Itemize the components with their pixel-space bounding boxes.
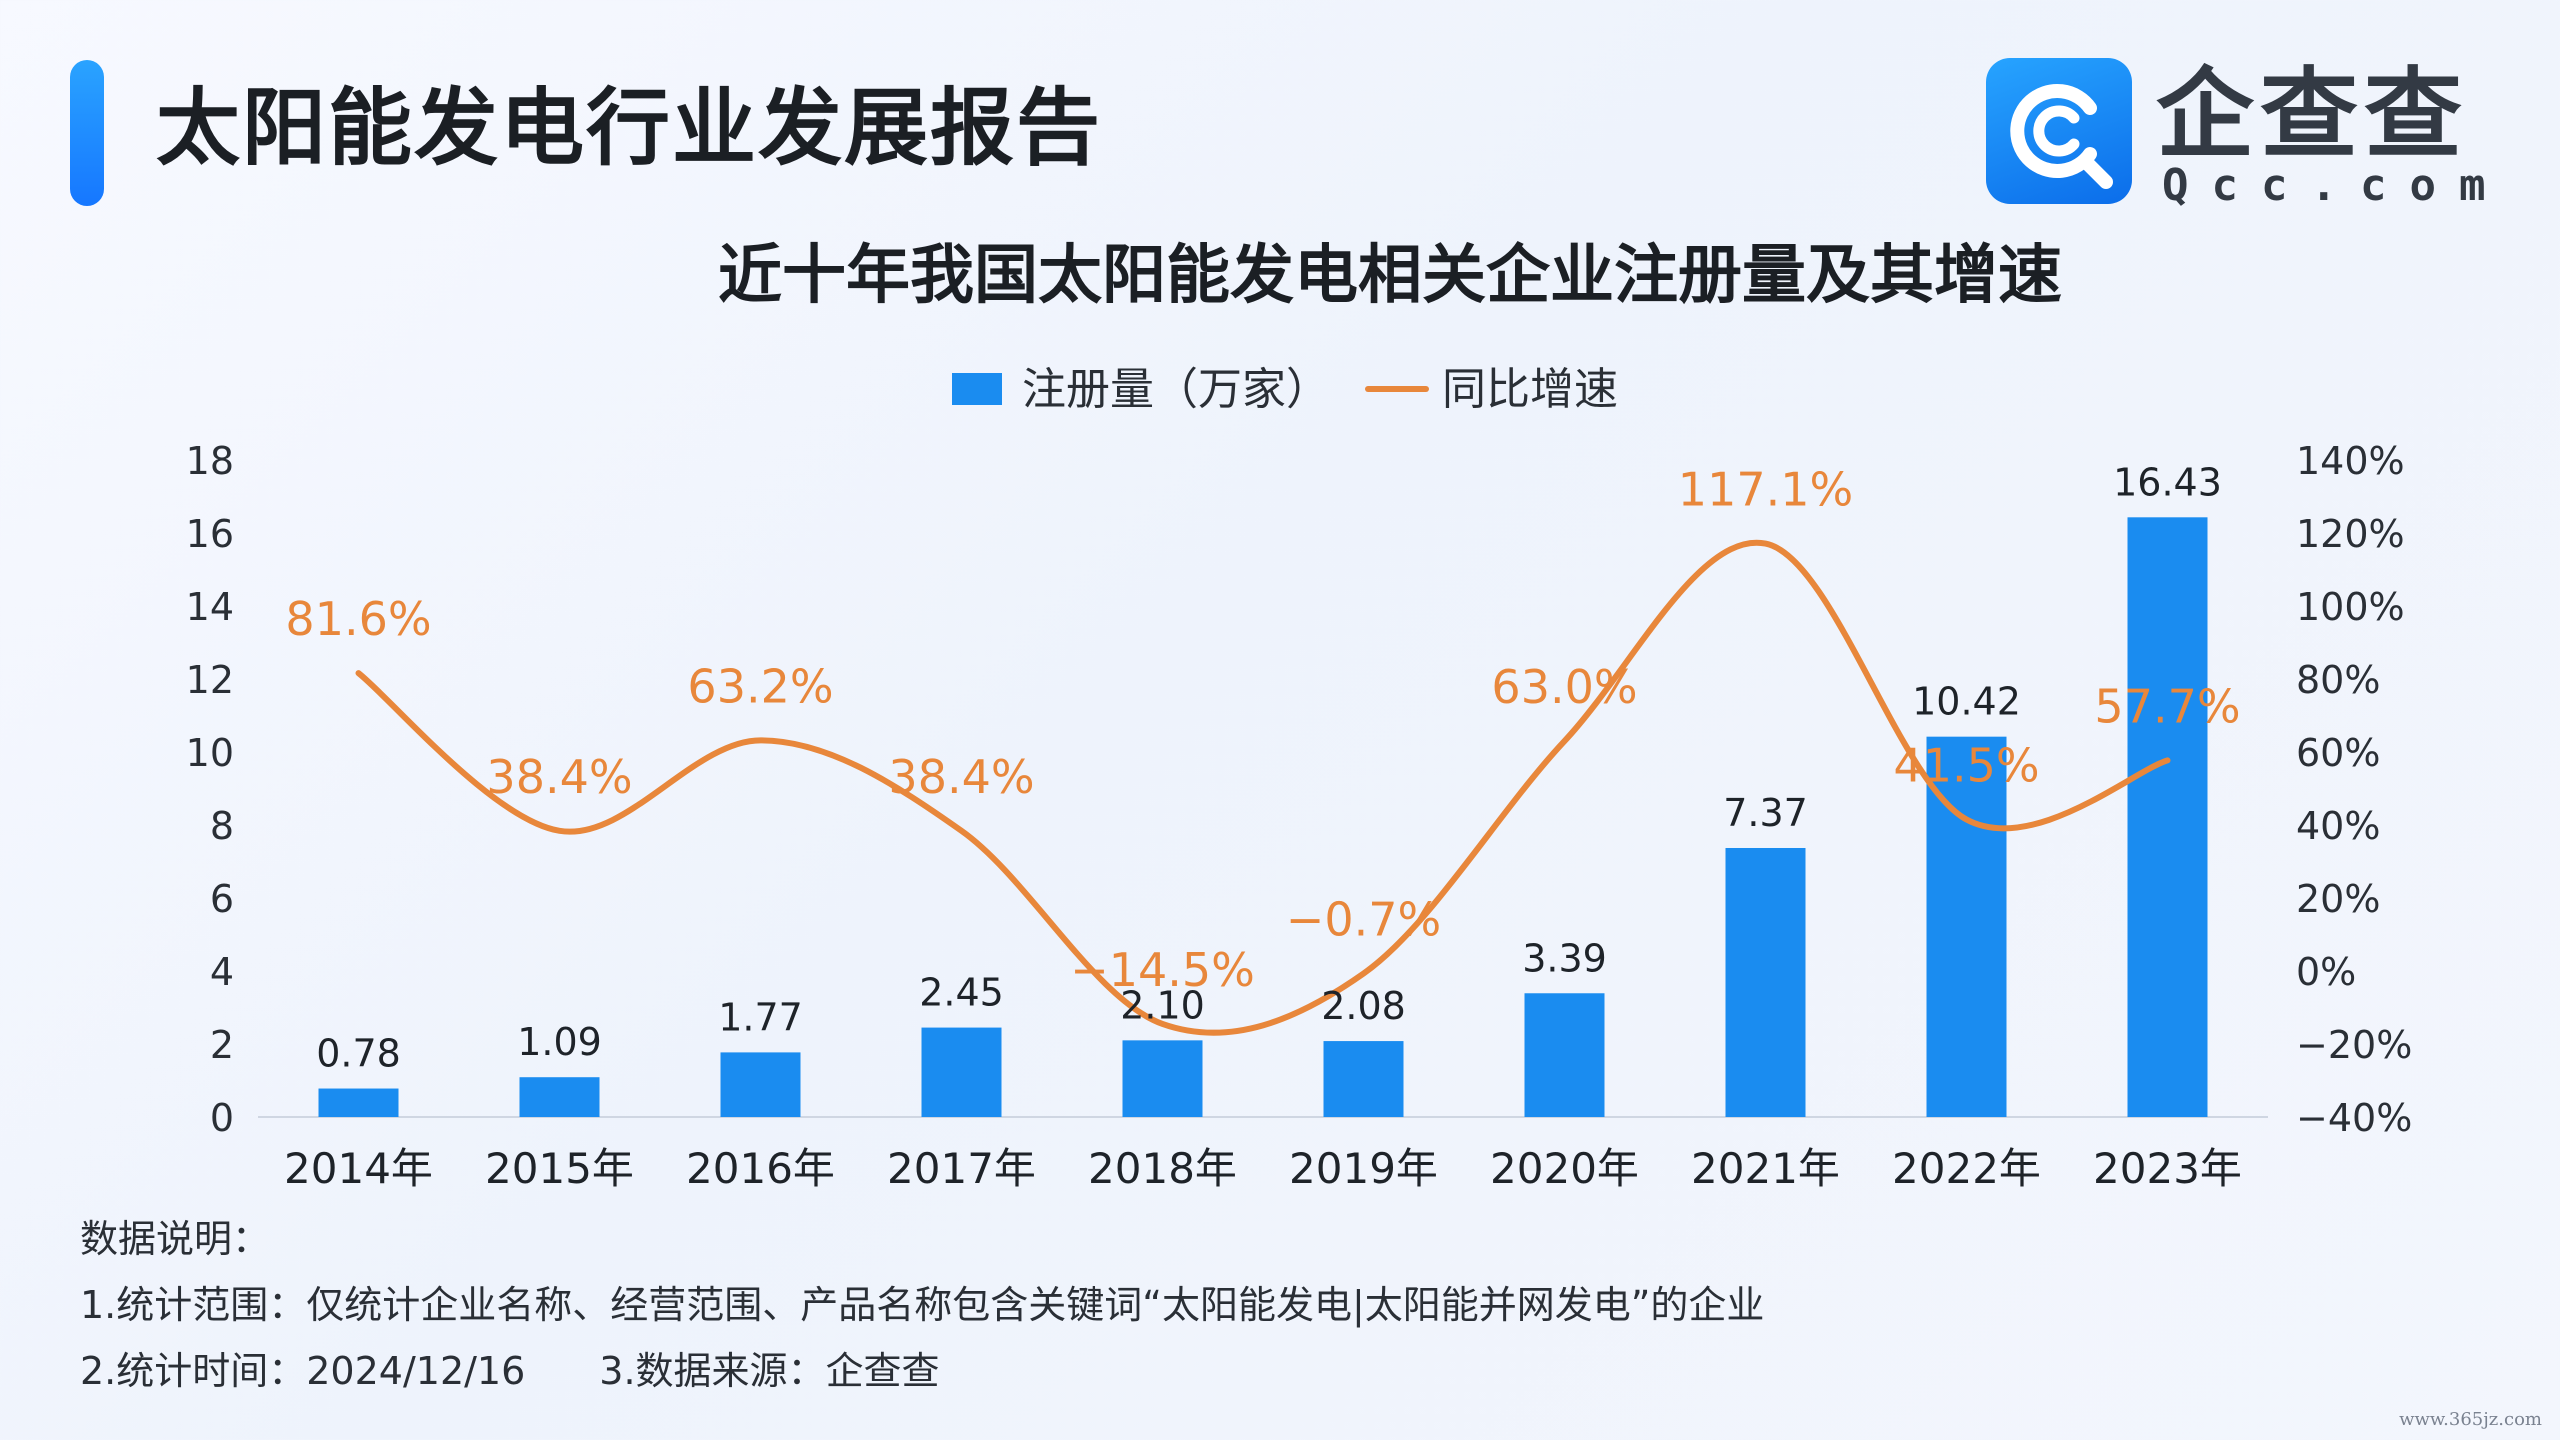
y-left-tick: 2 [210,1023,234,1067]
legend-bar-label: 注册量（万家） [1022,364,1330,415]
y-right-tick: 100% [2296,585,2405,629]
y-right-tick: −20% [2296,1023,2412,1067]
y-left-tick: 16 [186,512,234,556]
qcc-logo: 企查查 Qcc.com [1986,58,2509,211]
y-left-tick: 14 [186,585,234,629]
logo-text-cn: 企查查 [2156,58,2469,172]
growth-value-label: 57.7% [2094,679,2240,733]
bar [318,1088,399,1117]
y-right-tick: 140% [2296,439,2405,483]
title-accent-bar [70,60,104,206]
y-right-tick: 0% [2296,950,2356,994]
bar [1323,1041,1404,1117]
growth-value-label: −14.5% [1070,943,1255,997]
bar-value-label: 2.10 [1120,983,1205,1027]
y-left-tick: 10 [186,731,234,775]
bar [519,1077,600,1117]
growth-line [355,539,2171,1036]
legend-line-label: 同比增速 [1442,364,1618,415]
x-category-label: 2017年 [887,1144,1036,1193]
y-left-tick: 8 [210,804,234,848]
y-left-tick: 6 [210,877,234,921]
y-left-tick: 4 [210,950,234,994]
logo-text-en: Qcc.com [2162,160,2509,211]
bar [2127,517,2208,1117]
bar [1122,1040,1203,1117]
data-notes: 数据说明： 1.统计范围：仅统计企业名称、经营范围、产品名称包含关键词“太阳能发… [80,1206,1764,1404]
chart-title: 近十年我国太阳能发电相关企业注册量及其增速 [718,239,2062,313]
chart-area: 注册量（万家） 同比增速 0 2 4 6 8 10 12 14 16 18 −40% −20% 0% 20% 4… [186,364,2413,1193]
y-right-tick: 120% [2296,512,2405,556]
x-category-label: 2023年 [2093,1144,2242,1193]
bar [921,1027,1002,1117]
growth-value-label: −0.7% [1286,893,1441,947]
growth-value-label: 38.4% [888,750,1034,804]
x-category-label: 2016年 [686,1144,835,1193]
y-left-tick: 12 [186,658,234,702]
x-category-label: 2014年 [284,1144,433,1193]
notes-scope: 1.统计范围：仅统计企业名称、经营范围、产品名称包含关键词“太阳能发电|太阳能并… [80,1283,1765,1327]
bar-value-label: 2.08 [1321,984,1406,1028]
report-title: 太阳能发电行业发展报告 [156,79,1103,177]
x-category-label: 2019年 [1289,1144,1438,1193]
bar-value-label: 0.78 [316,1032,401,1076]
bar-value-label: 3.39 [1522,936,1607,980]
notes-source: 3.数据来源：企查查 [599,1349,940,1393]
y-left-tick: 18 [186,439,234,483]
growth-value-label: 41.5% [1893,739,2039,793]
qcc-logo-icon [1986,58,2132,204]
bar [1524,993,1605,1117]
growth-value-label: 117.1% [1678,463,1853,517]
bar-value-label: 1.77 [718,995,803,1039]
notes-time: 2.统计时间：2024/12/16 [80,1349,526,1393]
bar-value-label: 2.45 [919,971,1004,1015]
growth-value-label: 38.4% [486,750,632,804]
y-right-tick: 60% [2296,731,2380,775]
notes-heading: 数据说明： [80,1217,271,1261]
growth-value-label: 63.2% [687,659,833,713]
y-right-tick: 40% [2296,804,2380,848]
y-right-tick: 80% [2296,658,2380,702]
x-category-label: 2022年 [1892,1144,2041,1193]
legend-bar-swatch [952,373,1002,405]
growth-value-label: 63.0% [1491,660,1637,714]
y-right-tick: 20% [2296,877,2380,921]
growth-value-label: 81.6% [285,592,431,646]
bar-value-label: 7.37 [1723,791,1808,835]
x-category-label: 2015年 [485,1144,634,1193]
bar-value-label: 16.43 [2113,460,2222,504]
bar-value-label: 1.09 [517,1020,602,1064]
x-category-label: 2020年 [1490,1144,1639,1193]
watermark: www.365jz.com [2399,1409,2542,1430]
bar-value-label: 10.42 [1912,680,2021,724]
y-left-tick: 0 [210,1096,234,1140]
bar [1725,847,1806,1117]
y-right-tick: −40% [2296,1096,2412,1140]
x-category-label: 2018年 [1088,1144,1237,1193]
bar [720,1052,801,1117]
x-category-label: 2021年 [1691,1144,1840,1193]
